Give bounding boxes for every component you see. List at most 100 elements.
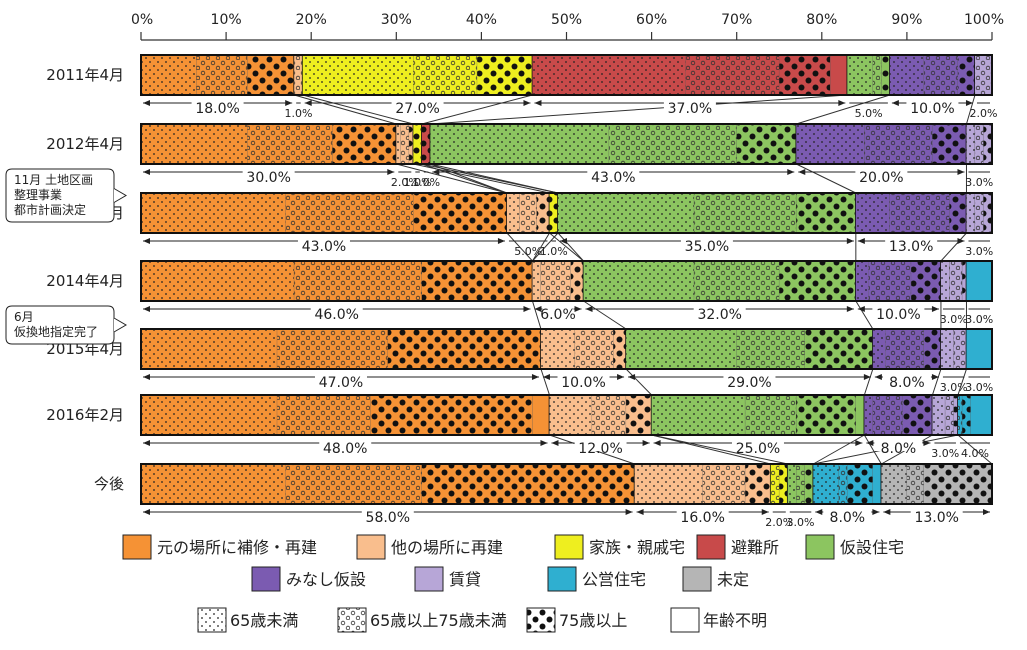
arrow-head — [957, 169, 965, 175]
bar-age-pattern — [923, 464, 992, 504]
percent-label: 5.0% — [514, 245, 542, 258]
legend-label: 年齢不明 — [703, 611, 767, 630]
arrow-head — [857, 306, 865, 312]
x-tick-label: 40% — [466, 12, 497, 28]
connector-line — [931, 368, 942, 396]
percent-label: 6.0% — [540, 307, 576, 323]
bar-age-pattern — [421, 261, 533, 301]
percent-label: 10.0% — [561, 375, 605, 391]
bar-age-pattern — [549, 193, 558, 233]
connector-line — [583, 300, 627, 330]
bar-age-pattern — [532, 55, 686, 95]
x-tick-label: 50% — [551, 12, 582, 28]
percent-label: 3.0% — [965, 245, 993, 258]
connector-line — [430, 94, 848, 125]
arrow-head — [143, 100, 150, 106]
bar-age-pattern — [277, 395, 371, 435]
x-tick-label: 60% — [636, 12, 667, 28]
legend-label: 65歳未満 — [230, 611, 298, 630]
bar-age-pattern — [770, 464, 780, 504]
x-tick-label: 100% — [964, 12, 1004, 28]
bar-age-pattern — [421, 124, 431, 164]
percent-label: 25.0% — [736, 441, 780, 457]
bar-age-pattern — [506, 193, 520, 233]
bar-age-pattern — [813, 464, 839, 504]
bar-age-pattern — [685, 55, 780, 95]
bar-age-pattern — [702, 464, 746, 504]
bar-age-pattern — [141, 464, 286, 504]
connector-line — [863, 434, 882, 465]
x-tick-label: 30% — [381, 12, 412, 28]
bar-age-pattern — [974, 55, 992, 95]
bar-age-pattern — [923, 55, 958, 95]
bar-age-pattern — [796, 395, 856, 435]
arrow-head — [798, 169, 806, 175]
legend-pattern — [197, 607, 227, 633]
label-bg — [910, 508, 963, 520]
bar-age-pattern — [949, 193, 967, 233]
bar-segment — [970, 395, 992, 435]
bar-age-pattern — [847, 464, 873, 504]
bar-age-pattern — [400, 124, 410, 164]
bar-age-pattern — [694, 193, 797, 233]
x-tick-label: 70% — [721, 12, 752, 28]
legend-swatch — [356, 534, 386, 560]
percent-label: 4.0% — [961, 447, 989, 460]
bar-age-pattern — [796, 124, 865, 164]
bar-age-pattern — [838, 464, 848, 504]
legend-label: 他の場所に再建 — [391, 538, 503, 557]
bar-segment — [855, 395, 865, 435]
connector-line — [651, 434, 771, 465]
bar-age-pattern — [694, 261, 780, 301]
label-bg — [310, 305, 363, 317]
x-tick-label: 80% — [806, 12, 837, 28]
percent-label: 27.0% — [395, 101, 439, 117]
arrow-head — [574, 306, 582, 312]
bar-age-pattern — [736, 124, 797, 164]
label-bg — [391, 99, 444, 111]
bar-age-pattern — [923, 329, 941, 369]
bar-age-pattern — [540, 329, 576, 369]
percent-label: 1.0% — [412, 176, 440, 189]
bar-outline — [140, 328, 993, 370]
percent-label: 3.0% — [787, 516, 815, 529]
arrow-head — [931, 374, 939, 380]
legend-swatch — [547, 566, 577, 592]
bar-age-pattern — [634, 464, 703, 504]
connector-line — [796, 163, 857, 194]
arrow-head — [585, 306, 593, 312]
connector-line — [957, 434, 993, 465]
arrow-head — [931, 306, 939, 312]
label-bg — [319, 439, 372, 451]
percent-label: 8.0% — [830, 510, 866, 526]
legend-swatch — [251, 566, 281, 592]
connector-line — [506, 232, 533, 262]
bar-age-pattern — [796, 193, 856, 233]
arrow-head — [653, 440, 661, 446]
legend-swatch — [122, 534, 152, 560]
connector-line — [532, 232, 559, 262]
arrow-head — [285, 100, 293, 106]
bar-age-pattern — [540, 261, 571, 301]
legend-label: 仮設住宅 — [840, 538, 904, 557]
bar-age-pattern — [141, 329, 278, 369]
bar-outline — [140, 394, 993, 436]
bar-age-pattern — [430, 124, 610, 164]
percent-label: 18.0% — [195, 101, 239, 117]
bar-age-pattern — [868, 261, 912, 301]
label-bg — [557, 373, 610, 385]
arrow-head — [891, 100, 899, 106]
bar-age-pattern — [889, 193, 950, 233]
label-bg — [882, 373, 931, 385]
arrow-head — [617, 374, 625, 380]
arrow-head — [628, 374, 636, 380]
percent-label: 12.0% — [578, 441, 622, 457]
bar-age-pattern — [736, 329, 805, 369]
connector-line — [430, 163, 508, 194]
bar-age-pattern — [932, 395, 946, 435]
bar-age-pattern — [940, 329, 954, 369]
legend-label: みなし仮設 — [286, 570, 366, 589]
bar-segment — [966, 329, 992, 369]
